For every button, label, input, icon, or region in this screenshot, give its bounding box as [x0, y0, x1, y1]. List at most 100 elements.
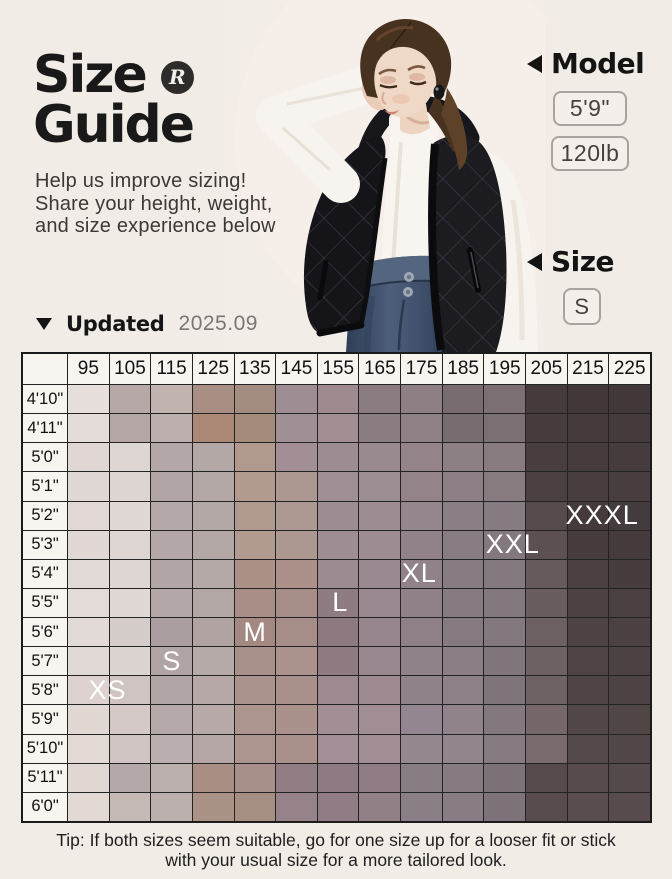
subtitle-line: and size experience below	[35, 215, 276, 237]
size-chart-cell	[192, 443, 234, 472]
height-row-label: 5'1"	[23, 472, 67, 501]
size-chart-cell	[68, 414, 109, 443]
size-chart-cell	[526, 705, 567, 734]
size-chart-cell	[317, 472, 359, 501]
size-chart-cell	[526, 588, 567, 618]
model-weight-badge: 120lb	[551, 136, 629, 171]
size-chart-cell	[442, 501, 484, 530]
size-chart-cell	[276, 414, 317, 443]
size-chart-cell	[609, 734, 650, 763]
size-chart-cell	[192, 792, 234, 821]
size-chart-cell	[401, 530, 442, 559]
weight-column-header: 135	[234, 354, 276, 384]
size-chart-cell	[359, 414, 401, 443]
size-chart-cell	[151, 530, 192, 559]
size-chart-cell	[401, 443, 442, 472]
model-label: Model	[551, 47, 645, 80]
size-chart-cell	[401, 472, 442, 501]
size-chart-cell	[401, 414, 442, 443]
size-chart-cell	[526, 472, 567, 501]
size-chart-cell	[234, 501, 276, 530]
size-chart-cell	[68, 559, 109, 588]
height-row-label: 5'11"	[23, 763, 67, 792]
size-chart-cell	[401, 647, 442, 676]
size-chart-cell	[68, 734, 109, 763]
weight-column-header: 175	[401, 354, 442, 384]
size-chart-cell	[484, 676, 526, 705]
size-chart-cell	[68, 501, 109, 530]
size-chart-cell	[276, 588, 317, 618]
size-chart-cell	[234, 443, 276, 472]
size-chart-cell	[484, 705, 526, 734]
size-chart-cell	[526, 414, 567, 443]
weight-column-header: 225	[609, 354, 650, 384]
height-row-label: 6'0"	[23, 792, 67, 821]
size-chart-cell	[234, 414, 276, 443]
size-chart-cell	[234, 588, 276, 618]
size-chart-cell	[359, 472, 401, 501]
size-chart-cell	[317, 414, 359, 443]
size-chart-cell	[317, 647, 359, 676]
size-chart-cell	[317, 705, 359, 734]
size-chart-cell	[609, 676, 650, 705]
size-chart-cell	[484, 588, 526, 618]
size-chart-cell	[359, 792, 401, 821]
size-chart-cell	[442, 443, 484, 472]
size-chart-cell	[609, 472, 650, 501]
size-chart-cell	[609, 618, 650, 647]
size-chart-cell	[317, 588, 359, 618]
size-chart-cell	[526, 559, 567, 588]
size-chart-cell	[276, 501, 317, 530]
height-row-label: 4'11"	[23, 414, 67, 443]
weight-column-header: 185	[442, 354, 484, 384]
size-chart-cell	[442, 734, 484, 763]
size-chart-cell	[567, 559, 609, 588]
size-chart-cell	[68, 618, 109, 647]
size-chart-cell	[276, 530, 317, 559]
size-chart-cell	[484, 559, 526, 588]
size-chart-cell	[151, 705, 192, 734]
size-chart-cell	[276, 734, 317, 763]
size-chart-cell	[359, 559, 401, 588]
weight-column-header: 115	[151, 354, 192, 384]
size-chart-cell	[442, 676, 484, 705]
size-chart-cell	[151, 501, 192, 530]
size-chart-cell	[567, 530, 609, 559]
size-chart-cell	[359, 734, 401, 763]
size-chart-cell	[442, 559, 484, 588]
size-chart-cell	[68, 647, 109, 676]
height-row-label: 5'10"	[23, 734, 67, 763]
size-chart-cell	[567, 676, 609, 705]
size-chart-cell	[192, 647, 234, 676]
size-chart-cell	[484, 385, 526, 414]
size-chart-cell	[192, 676, 234, 705]
size-chart-cell	[192, 414, 234, 443]
size-chart-cell	[317, 618, 359, 647]
earring	[433, 84, 445, 100]
size-chart-cell	[317, 792, 359, 821]
size-chart-cell	[109, 443, 151, 472]
tip-line2: with your usual size for a more tailored…	[165, 849, 507, 870]
size-chart-cell	[276, 763, 317, 792]
size-chart-cell	[234, 792, 276, 821]
size-chart-cell	[401, 792, 442, 821]
height-row-label: 5'6"	[23, 618, 67, 647]
size-chart-cell	[526, 501, 567, 530]
size-chart-cell	[442, 530, 484, 559]
page-title-line1: Size	[33, 45, 148, 105]
size-chart-cell	[567, 472, 609, 501]
size-chart-cell	[317, 530, 359, 559]
size-chart-cell	[359, 588, 401, 618]
size-chart-cell	[442, 385, 484, 414]
size-chart-cell	[442, 647, 484, 676]
size-chart-cell	[276, 647, 317, 676]
weight-column-header: 105	[109, 354, 151, 384]
size-chart-cell	[442, 588, 484, 618]
size-chart-cell	[484, 501, 526, 530]
size-chart-cell	[151, 792, 192, 821]
subtitle-line: Help us improve sizing!	[35, 170, 247, 192]
model-size-badge: S	[563, 288, 601, 325]
size-chart-cell	[68, 472, 109, 501]
size-chart-cell	[442, 618, 484, 647]
size-chart-cell	[317, 443, 359, 472]
